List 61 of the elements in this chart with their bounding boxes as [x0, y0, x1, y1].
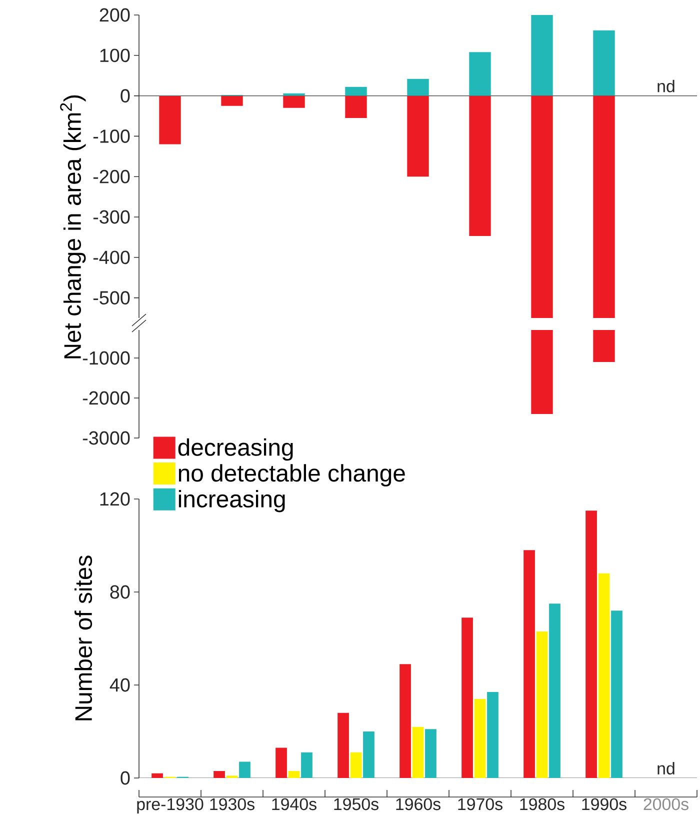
y-tick-label: -500	[93, 291, 130, 304]
y-tick-label: 100	[100, 48, 130, 62]
legend-label: increasing	[178, 490, 285, 512]
bar	[345, 86, 367, 96]
bar	[611, 610, 622, 778]
bar	[239, 762, 250, 778]
y-tick-label: -100	[93, 129, 130, 143]
x-tick-label: 1950s	[334, 798, 378, 810]
bar	[586, 510, 597, 778]
y-axis-title: Number of sites	[74, 556, 92, 720]
bar	[350, 752, 362, 778]
bar	[407, 96, 429, 177]
bar	[338, 712, 349, 778]
bar	[474, 698, 486, 778]
bar	[536, 632, 548, 778]
annotation: nd	[658, 80, 674, 92]
bar	[345, 96, 367, 118]
x-tick-label: 2000s	[644, 798, 688, 810]
bar	[363, 732, 374, 778]
bar	[301, 752, 312, 778]
bar	[425, 729, 436, 778]
y-tick-label: 0	[120, 89, 130, 102]
bar	[524, 550, 535, 778]
y-tick-label: -200	[93, 170, 130, 184]
y-tick-label: 40	[110, 678, 130, 692]
y-tick-label: 200	[100, 8, 130, 22]
legend-label: decreasing	[178, 438, 293, 461]
bar	[598, 573, 610, 778]
bar	[221, 96, 243, 106]
x-tick-label: 1990s	[582, 798, 626, 810]
bar	[400, 664, 411, 778]
bar	[549, 604, 560, 778]
x-tick-label: pre-1930	[137, 798, 204, 814]
x-tick-label: 1970s	[458, 798, 502, 810]
y-tick-label: -300	[93, 210, 130, 224]
bar	[469, 96, 491, 236]
y-tick-label: -3000	[82, 431, 130, 445]
legend-label: no detectable change	[178, 464, 405, 486]
annotation: nd	[658, 762, 674, 774]
bar	[407, 78, 429, 96]
bar	[487, 692, 498, 778]
x-tick-label: 1930s	[210, 798, 254, 810]
y-tick-label: 80	[110, 585, 130, 599]
y-tick-label: 120	[100, 492, 130, 506]
bar	[152, 773, 163, 778]
bar	[214, 771, 225, 778]
bar	[283, 96, 305, 108]
bar	[288, 771, 300, 778]
x-tick-label: 1960s	[396, 798, 440, 810]
y-tick-label: -2000	[82, 391, 130, 405]
x-tick-label: 1940s	[272, 798, 316, 810]
bar	[159, 96, 181, 144]
bar	[462, 618, 473, 778]
bar	[412, 726, 424, 778]
bar	[593, 30, 615, 96]
bar	[283, 93, 305, 96]
bar	[276, 748, 287, 778]
y-tick-label: -400	[93, 250, 130, 264]
bar	[469, 52, 491, 96]
y-tick-label: 0	[120, 771, 130, 785]
x-tick-label: 1980s	[520, 798, 564, 810]
